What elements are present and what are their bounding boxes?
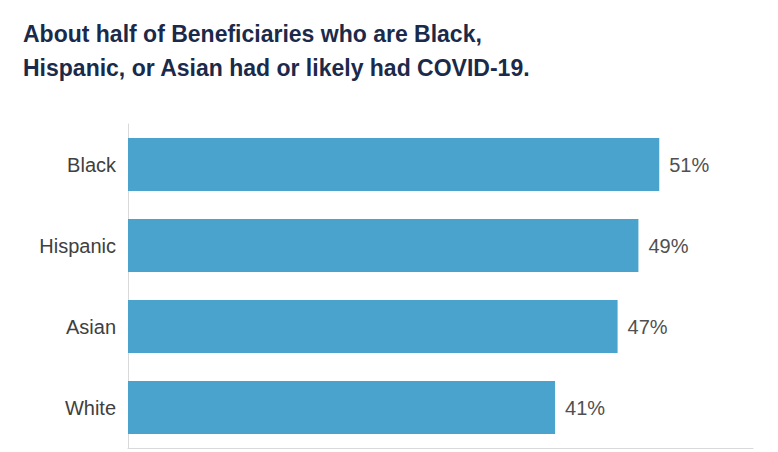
svg-text:Hispanic, or Asian had or like: Hispanic, or Asian had or likely had COV…	[23, 55, 530, 81]
svg-text:White: White	[65, 397, 116, 419]
svg-text:41%: 41%	[565, 397, 605, 419]
svg-text:Black: Black	[67, 154, 117, 176]
svg-text:51%: 51%	[669, 154, 709, 176]
svg-text:About half of Beneficiaries wh: About half of Beneficiaries who are Blac…	[23, 21, 488, 47]
svg-text:Asian: Asian	[66, 316, 116, 338]
svg-text:Hispanic: Hispanic	[39, 235, 116, 257]
svg-text:49%: 49%	[648, 235, 688, 257]
svg-text:47%: 47%	[628, 316, 668, 338]
